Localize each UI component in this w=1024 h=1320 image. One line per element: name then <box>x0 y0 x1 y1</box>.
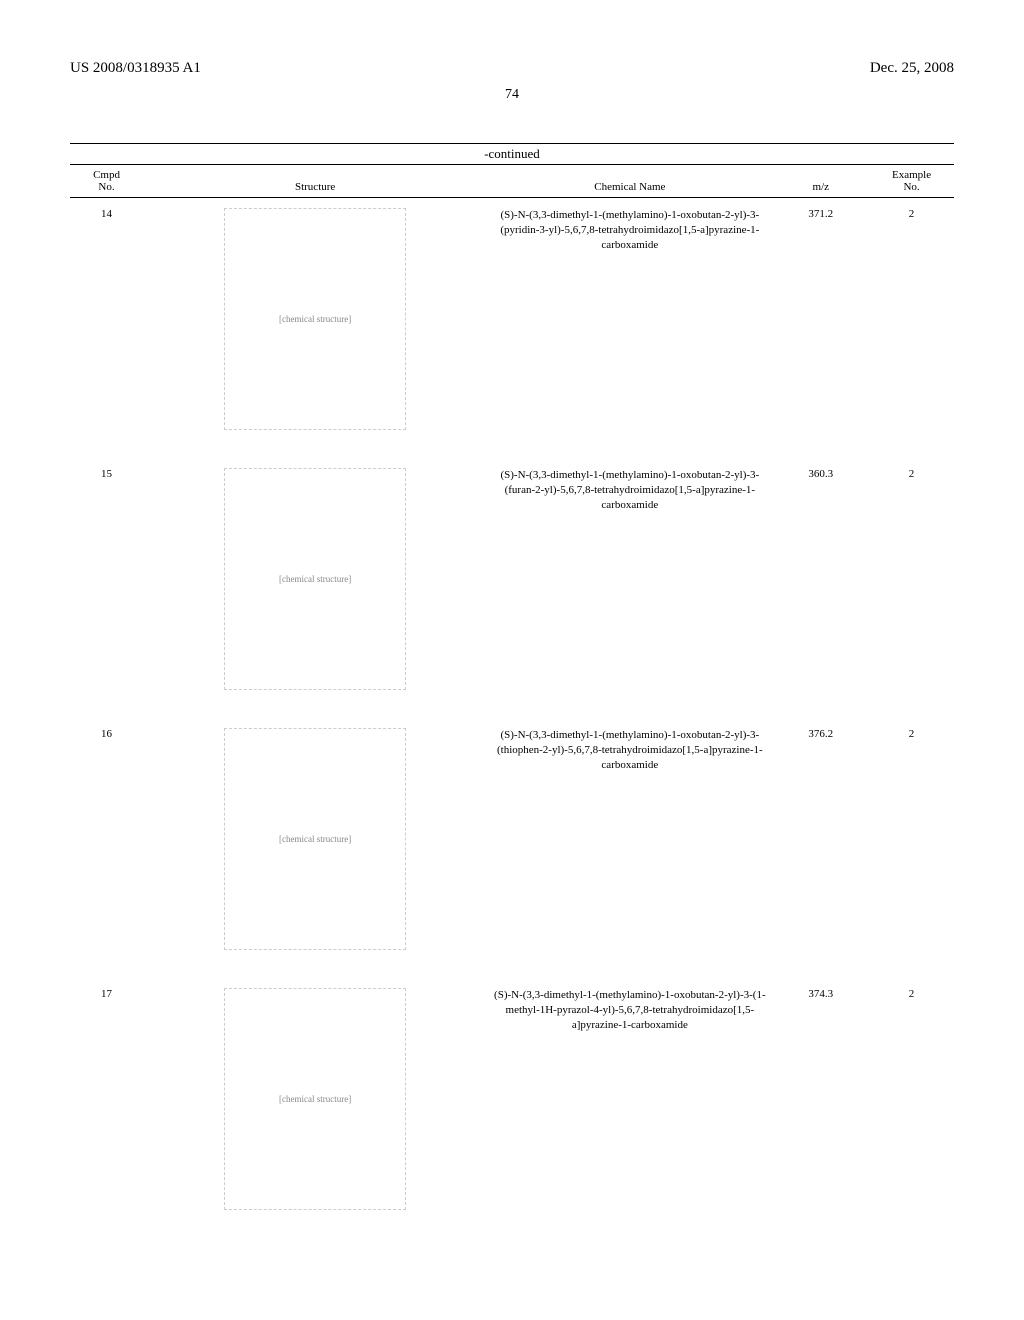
cell-cmpd: 16 <box>70 718 143 978</box>
col-header-cmpd: Cmpd No. <box>70 165 143 198</box>
page-header: US 2008/0318935 A1 Dec. 25, 2008 <box>70 60 954 77</box>
cell-mz: 360.3 <box>772 458 869 718</box>
cell-example: 2 <box>869 718 954 978</box>
continued-label: -continued <box>70 143 954 165</box>
structure-image: [chemical structure] <box>224 988 406 1210</box>
cell-cmpd: 14 <box>70 198 143 459</box>
cell-structure: [chemical structure] <box>143 978 487 1238</box>
cell-chemname: (S)-N-(3,3-dimethyl-1-(methylamino)-1-ox… <box>487 978 772 1238</box>
cell-structure: [chemical structure] <box>143 718 487 978</box>
structure-image: [chemical structure] <box>224 468 406 690</box>
cell-cmpd: 17 <box>70 978 143 1238</box>
table-body: 14 [chemical structure] (S)-N-(3,3-dimet… <box>70 198 954 1239</box>
cell-chemname: (S)-N-(3,3-dimethyl-1-(methylamino)-1-ox… <box>487 458 772 718</box>
cell-structure: [chemical structure] <box>143 458 487 718</box>
col-header-structure: Structure <box>143 165 487 198</box>
col-header-cmpd-line2: No. <box>98 181 114 193</box>
cell-structure: [chemical structure] <box>143 198 487 459</box>
cell-cmpd: 15 <box>70 458 143 718</box>
table-row: 16 [chemical structure] (S)-N-(3,3-dimet… <box>70 718 954 978</box>
publication-number: US 2008/0318935 A1 <box>70 60 201 77</box>
col-header-example: Example No. <box>869 165 954 198</box>
col-header-cmpd-line1: Cmpd <box>93 169 120 181</box>
structure-image: [chemical structure] <box>224 208 406 430</box>
cell-mz: 371.2 <box>772 198 869 459</box>
cell-mz: 376.2 <box>772 718 869 978</box>
cell-example: 2 <box>869 198 954 459</box>
cell-mz: 374.3 <box>772 978 869 1238</box>
page-container: US 2008/0318935 A1 Dec. 25, 2008 74 -con… <box>0 0 1024 1320</box>
col-header-example-line2: No. <box>903 181 919 193</box>
cell-example: 2 <box>869 458 954 718</box>
compound-table: Cmpd No. Structure Chemical Name m/z Exa… <box>70 165 954 1238</box>
page-number: 74 <box>70 87 954 103</box>
table-row: 17 [chemical structure] (S)-N-(3,3-dimet… <box>70 978 954 1238</box>
cell-chemname: (S)-N-(3,3-dimethyl-1-(methylamino)-1-ox… <box>487 718 772 978</box>
col-header-mz: m/z <box>772 165 869 198</box>
table-header-row: Cmpd No. Structure Chemical Name m/z Exa… <box>70 165 954 198</box>
cell-chemname: (S)-N-(3,3-dimethyl-1-(methylamino)-1-ox… <box>487 198 772 459</box>
cell-example: 2 <box>869 978 954 1238</box>
structure-image: [chemical structure] <box>224 728 406 950</box>
col-header-chemname: Chemical Name <box>487 165 772 198</box>
table-row: 14 [chemical structure] (S)-N-(3,3-dimet… <box>70 198 954 459</box>
publication-date: Dec. 25, 2008 <box>870 60 954 77</box>
col-header-example-line1: Example <box>892 169 931 181</box>
table-row: 15 [chemical structure] (S)-N-(3,3-dimet… <box>70 458 954 718</box>
